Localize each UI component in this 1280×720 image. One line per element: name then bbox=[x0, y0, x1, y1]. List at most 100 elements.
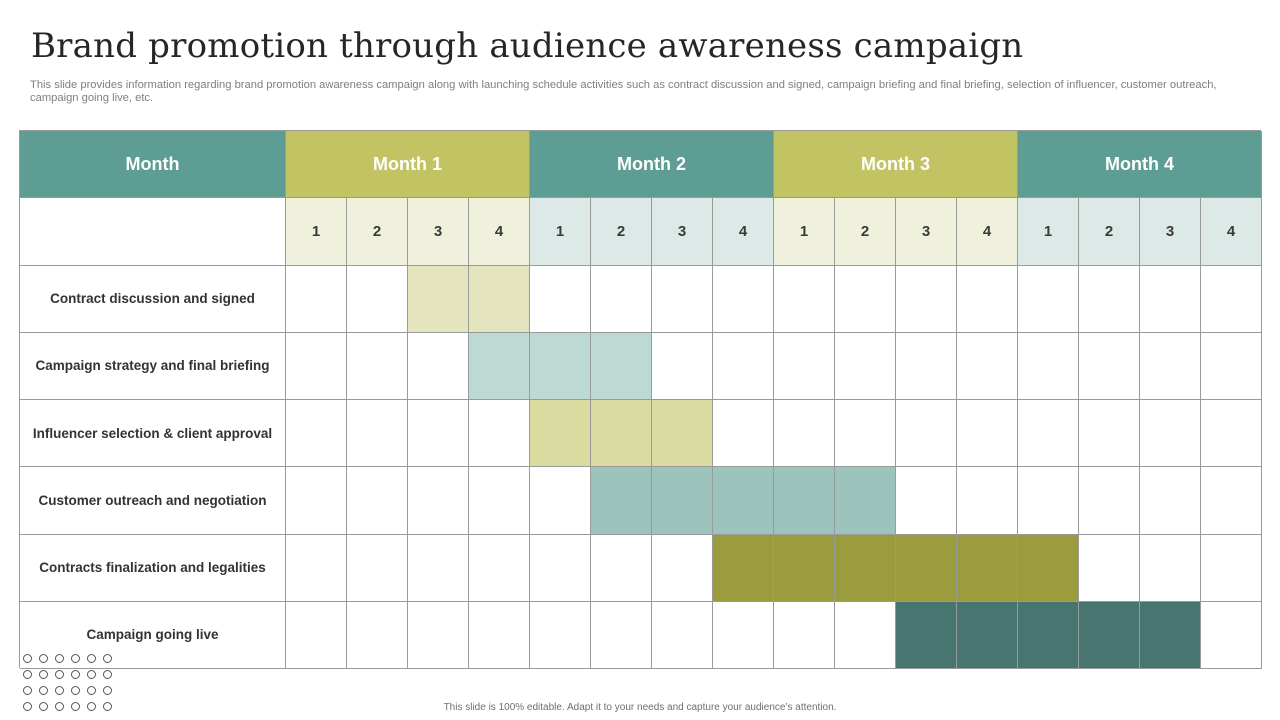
timeline-cell bbox=[1140, 265, 1201, 333]
timeline-cell bbox=[1201, 601, 1262, 669]
timeline-cell bbox=[408, 534, 469, 602]
timeline-cell bbox=[896, 467, 957, 535]
decorative-dot bbox=[23, 654, 32, 663]
task-label: Campaign going live bbox=[20, 601, 286, 669]
timeline-cell bbox=[1079, 534, 1140, 602]
task-label: Contracts finalization and legalities bbox=[20, 534, 286, 602]
timeline-cell bbox=[835, 265, 896, 333]
timeline-cell bbox=[347, 467, 408, 535]
timeline-cell bbox=[408, 467, 469, 535]
timeline-cell bbox=[469, 400, 530, 468]
week-header: 3 bbox=[408, 198, 469, 266]
timeline-cell bbox=[713, 601, 774, 669]
month-header: Month 4 bbox=[1018, 131, 1262, 199]
decorative-dot bbox=[39, 654, 48, 663]
timeline-cell bbox=[591, 265, 652, 333]
task-label: Influencer selection & client approval bbox=[20, 400, 286, 468]
timeline-cell bbox=[1018, 400, 1079, 468]
week-header: 3 bbox=[1140, 198, 1201, 266]
task-bar-cell bbox=[1018, 534, 1079, 602]
week-header: 4 bbox=[469, 198, 530, 266]
timeline-cell bbox=[286, 534, 347, 602]
decorative-dot bbox=[103, 654, 112, 663]
month-header: Month 3 bbox=[774, 131, 1018, 199]
timeline-cell bbox=[1140, 332, 1201, 400]
task-bar-cell bbox=[1018, 601, 1079, 669]
timeline-cell bbox=[1018, 332, 1079, 400]
timeline-cell bbox=[1079, 332, 1140, 400]
timeline-cell bbox=[835, 400, 896, 468]
timeline-cell bbox=[469, 467, 530, 535]
decorative-dot bbox=[71, 702, 80, 711]
timeline-cell bbox=[530, 601, 591, 669]
timeline-cell bbox=[957, 400, 1018, 468]
timeline-cell bbox=[774, 601, 835, 669]
timeline-cell bbox=[1201, 467, 1262, 535]
timeline-cell bbox=[591, 534, 652, 602]
timeline-cell bbox=[1079, 265, 1140, 333]
timeline-cell bbox=[957, 265, 1018, 333]
timeline-cell bbox=[1018, 467, 1079, 535]
task-bar-cell bbox=[713, 534, 774, 602]
timeline-cell bbox=[835, 601, 896, 669]
decorative-dot bbox=[55, 702, 64, 711]
week-header: 2 bbox=[347, 198, 408, 266]
task-bar-cell bbox=[896, 601, 957, 669]
task-bar-cell bbox=[896, 534, 957, 602]
week-header: 3 bbox=[652, 198, 713, 266]
timeline-cell bbox=[530, 467, 591, 535]
timeline-cell bbox=[347, 601, 408, 669]
timeline-cell bbox=[408, 400, 469, 468]
decorative-dot bbox=[103, 702, 112, 711]
decorative-dot bbox=[103, 686, 112, 695]
timeline-cell bbox=[591, 601, 652, 669]
decorative-dot bbox=[71, 654, 80, 663]
timeline-cell bbox=[713, 265, 774, 333]
timeline-cell bbox=[286, 601, 347, 669]
timeline-cell bbox=[1201, 265, 1262, 333]
week-header: 3 bbox=[896, 198, 957, 266]
timeline-cell bbox=[469, 601, 530, 669]
decorative-dot bbox=[55, 654, 64, 663]
timeline-cell bbox=[896, 400, 957, 468]
decorative-dot bbox=[39, 702, 48, 711]
task-bar-cell bbox=[530, 400, 591, 468]
footer-note: This slide is 100% editable. Adapt it to… bbox=[443, 702, 837, 713]
task-label: Contract discussion and signed bbox=[20, 265, 286, 333]
decorative-dot bbox=[39, 686, 48, 695]
timeline-cell bbox=[835, 332, 896, 400]
week-header: 4 bbox=[1201, 198, 1262, 266]
timeline-cell bbox=[713, 400, 774, 468]
timeline-cell bbox=[347, 332, 408, 400]
task-bar-cell bbox=[1140, 601, 1201, 669]
timeline-cell bbox=[408, 601, 469, 669]
timeline-cell bbox=[957, 332, 1018, 400]
task-bar-cell bbox=[957, 601, 1018, 669]
task-label: Campaign strategy and final briefing bbox=[20, 332, 286, 400]
timeline-cell bbox=[347, 534, 408, 602]
week-header: 1 bbox=[774, 198, 835, 266]
timeline-cell bbox=[1201, 400, 1262, 468]
timeline-cell bbox=[1079, 400, 1140, 468]
week-header: 4 bbox=[713, 198, 774, 266]
week-header: 2 bbox=[1079, 198, 1140, 266]
timeline-cell bbox=[896, 332, 957, 400]
week-header: 2 bbox=[591, 198, 652, 266]
week-header: 2 bbox=[835, 198, 896, 266]
decorative-dot bbox=[55, 670, 64, 679]
task-bar-cell bbox=[835, 467, 896, 535]
task-bar-cell bbox=[957, 534, 1018, 602]
decorative-dot bbox=[23, 702, 32, 711]
task-bar-cell bbox=[713, 467, 774, 535]
week-header-blank bbox=[20, 198, 286, 266]
timeline-cell bbox=[1140, 534, 1201, 602]
timeline-cell bbox=[347, 400, 408, 468]
timeline-cell bbox=[1201, 332, 1262, 400]
month-header-corner: Month bbox=[20, 131, 286, 199]
task-label: Customer outreach and negotiation bbox=[20, 467, 286, 535]
task-bar-cell bbox=[774, 534, 835, 602]
decorative-dot-pattern bbox=[23, 654, 123, 711]
timeline-cell bbox=[774, 332, 835, 400]
timeline-cell bbox=[286, 265, 347, 333]
timeline-cell bbox=[286, 400, 347, 468]
